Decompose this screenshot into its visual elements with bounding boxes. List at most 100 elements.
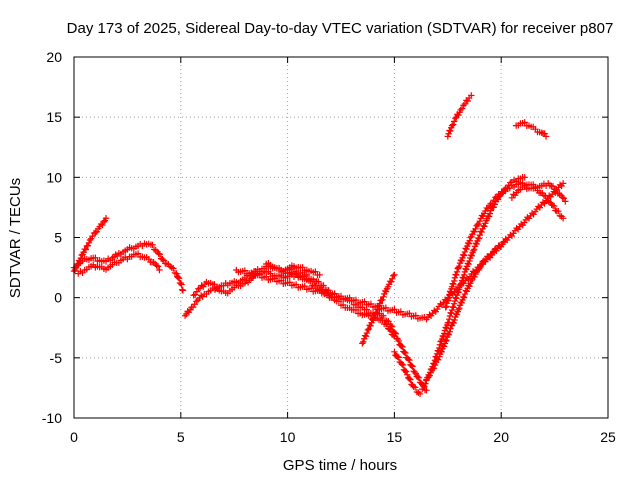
data-point-fill [406,375,413,382]
data-point-fill [463,245,470,253]
data-point-fill [472,225,479,233]
data-point-fill [478,228,485,236]
x-tick-label: 0 [70,429,78,445]
data-point-fill [464,97,471,105]
data-point-fill [550,202,558,210]
data-point-fill [426,372,433,379]
data-point-fill [433,355,441,363]
data-points [70,92,569,398]
data-point-fill [364,326,372,334]
y-tick-label: 20 [46,49,62,65]
data-point-fill [478,212,486,219]
data-point-fill [443,336,450,344]
data-point-fill [452,114,459,122]
data-point-fill [207,279,214,287]
data-point-fill [87,255,95,262]
data-point-fill [354,310,362,317]
data-point-fill [559,194,566,201]
data-point [190,292,197,299]
data-point-fill [422,380,429,387]
data-point-fill [481,223,488,230]
data-point [468,92,475,99]
data-point-fill [475,234,482,242]
data-point-fill [130,251,138,258]
data-point-fill [107,257,114,264]
data-point-fill [100,257,108,264]
data-point-fill [145,240,152,247]
data-point-fill [191,301,198,308]
data-point-fill [132,243,140,250]
data-point-fill [415,374,423,382]
data-point [359,340,366,347]
data-point-fill [271,275,278,282]
data-point-fill [388,323,396,331]
data-point-fill [390,272,397,279]
data-point-fill [460,293,467,301]
data-point-fill [165,261,172,268]
data-point-fill [301,282,308,290]
data-point [391,348,398,356]
data-point [442,304,449,311]
data-point-fill [178,281,185,288]
data-point-fill [552,207,559,214]
data-point-fill [239,280,246,288]
data-point-fill [290,268,298,276]
data-point-fill [450,319,457,327]
data-point-fill [460,102,467,109]
data-point-fill [466,257,473,265]
data-point-fill [277,268,285,276]
data-point-fill [469,249,476,256]
data-point-fill [555,208,562,215]
data-point-fill [408,362,415,369]
data-point-fill [79,269,86,277]
data-point-fill [484,205,492,212]
data-point-fill [367,300,375,308]
data-point-fill [399,343,406,351]
data-point-fill [84,242,92,249]
data-point-fill [421,386,429,394]
data-point-fill [416,379,424,386]
data-point-fill [143,254,150,261]
data-point-fill [431,361,439,369]
data-point-fill [451,118,458,125]
data-point-fill [560,195,568,202]
data-point [179,287,187,294]
data-point-fill [92,254,99,261]
data-point-fill [376,310,383,317]
data-point-fill [475,235,483,242]
data-point-fill [312,268,319,275]
data-point [455,264,462,271]
y-tick-label: 5 [54,230,62,246]
data-point-fill [517,179,524,186]
data-point-fill [458,299,465,307]
data-point-fill [399,361,407,369]
data-point-fill [246,276,253,284]
data-point-fill [463,288,470,295]
data-point-fill [307,285,315,292]
data-point-fill [492,194,499,201]
data-point-fill [286,279,293,286]
data-point-fill [134,250,142,257]
data-point-fill [316,286,323,294]
y-axis-label: SDTVAR / TECUs [7,178,24,298]
data-point-fill [193,298,200,305]
data-point-fill [451,316,458,324]
data-point-fill [277,277,285,284]
data-point-fill [411,368,418,376]
x-tick-label: 20 [493,429,509,445]
data-point-fill [463,266,470,273]
data-point [542,133,550,140]
data-point-fill [387,322,395,330]
data-point-fill [97,220,105,228]
y-tick-label: 0 [54,290,62,306]
data-point-fill [436,341,444,348]
data-point-fill [337,292,345,300]
data-point-fill [519,173,526,181]
data-point-fill [256,271,264,278]
data-point-fill [391,306,398,313]
data-point-fill [154,263,162,270]
data-point-fill [218,282,225,289]
data-point-fill [519,183,526,191]
data-point-fill [385,318,392,325]
